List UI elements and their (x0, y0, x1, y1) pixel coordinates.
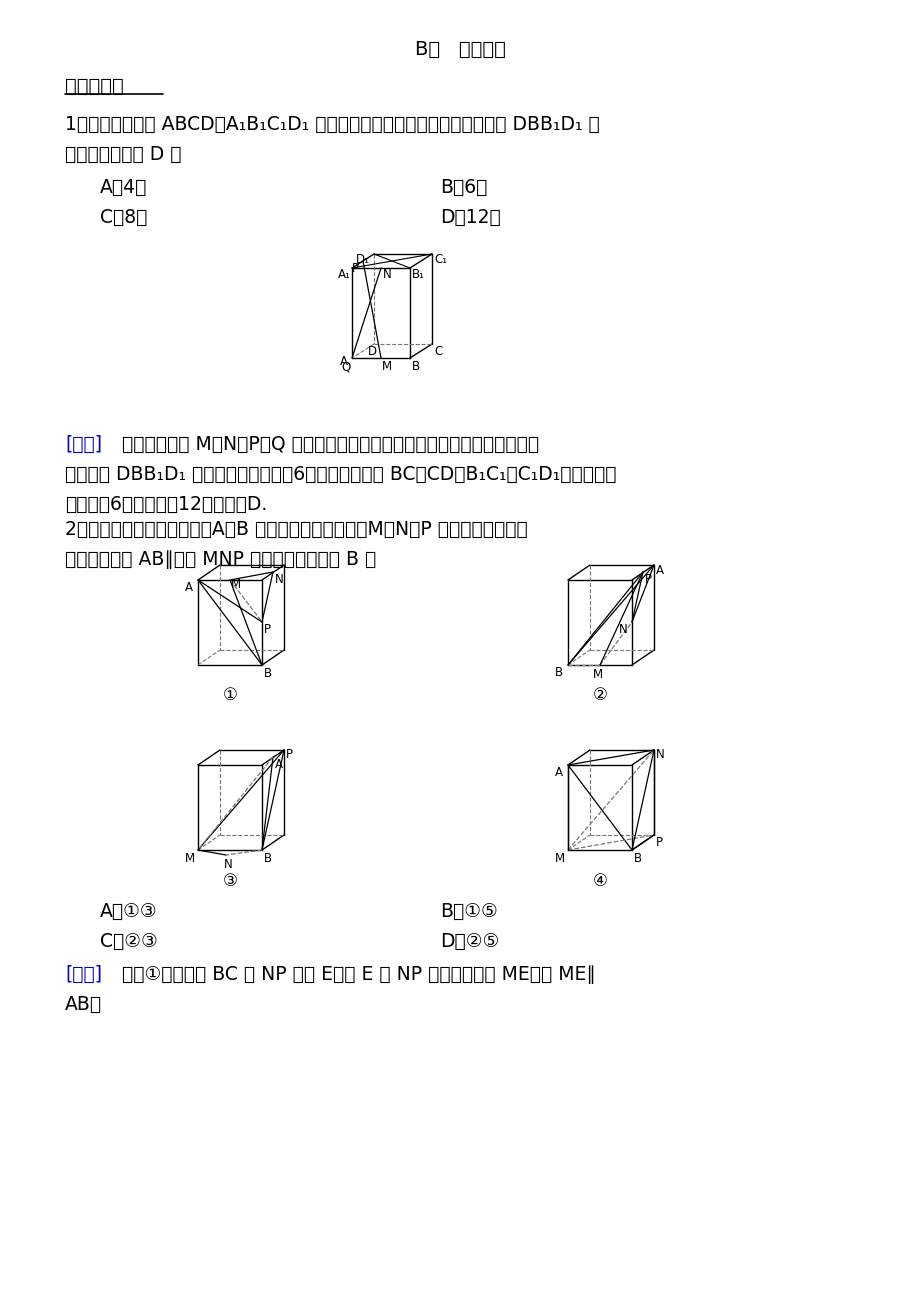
Text: 一、选择题: 一、选择题 (65, 77, 124, 96)
Text: M: M (185, 852, 195, 865)
Text: B: B (264, 852, 272, 865)
Text: ②: ② (592, 686, 607, 704)
Text: N: N (618, 622, 627, 635)
Text: D: D (367, 345, 376, 358)
Text: 中点，能得出 AB∥平面 MNP 的图形的序号是（ B ）: 中点，能得出 AB∥平面 MNP 的图形的序号是（ B ） (65, 549, 376, 569)
Text: A: A (275, 758, 283, 771)
Text: 行的直线共有（ D ）: 行的直线共有（ D ） (65, 145, 181, 164)
Text: 1．过平行六面体 ABCD－A₁B₁C₁D₁ 任意两条棱的中点作直线，其中与平面 DBB₁D₁ 平: 1．过平行六面体 ABCD－A₁B₁C₁D₁ 任意两条棱的中点作直线，其中与平面… (65, 115, 599, 134)
Text: B: B (412, 359, 420, 372)
Text: P: P (264, 622, 271, 635)
Text: M: M (381, 359, 391, 372)
Text: C．②③: C．②③ (100, 932, 157, 950)
Text: N: N (655, 749, 664, 760)
Text: N: N (223, 858, 233, 871)
Text: M: M (231, 578, 241, 591)
Text: A: A (655, 564, 664, 577)
Text: A．4条: A．4条 (100, 178, 147, 197)
Text: 线都与面 DBB₁D₁ 平行，这种情形共有6条；同理，经过 BC、CD、B₁C₁、C₁D₁四条棱的中: 线都与面 DBB₁D₁ 平行，这种情形共有6条；同理，经过 BC、CD、B₁C₁… (65, 465, 616, 484)
Text: P: P (655, 836, 663, 849)
Text: P: P (644, 573, 652, 586)
Text: 2．下面四个正方体图形中，A、B 为正方体的两个顶点，M、N、P 分别为其所在棱的: 2．下面四个正方体图形中，A、B 为正方体的两个顶点，M、N、P 分别为其所在棱… (65, 519, 528, 539)
Text: C: C (434, 345, 442, 358)
Text: 如图①中，连接 BC 交 NP 于点 E，则 E 为 NP 的中点，连接 ME，则 ME∥: 如图①中，连接 BC 交 NP 于点 E，则 E 为 NP 的中点，连接 ME，… (116, 965, 596, 984)
Text: ①: ① (222, 686, 237, 704)
Text: P: P (286, 749, 292, 760)
Text: A: A (340, 355, 347, 368)
Text: D．12条: D．12条 (439, 208, 500, 227)
Text: [解析]: [解析] (65, 965, 102, 984)
Text: B．①⑤: B．①⑤ (439, 902, 497, 921)
Text: D．②⑤: D．②⑤ (439, 932, 499, 950)
Text: N: N (382, 268, 391, 281)
Text: P: P (352, 262, 358, 275)
Text: A: A (554, 766, 562, 779)
Text: A: A (185, 581, 193, 594)
Text: AB，: AB， (65, 995, 102, 1014)
Text: N: N (275, 573, 283, 586)
Text: 如图所示，设 M、N、P、Q 为所在边的中点，则过这四个点中的任意两点的直: 如图所示，设 M、N、P、Q 为所在边的中点，则过这四个点中的任意两点的直 (116, 435, 539, 454)
Text: B级   素养提升: B级 素养提升 (414, 40, 505, 59)
Text: ③: ③ (222, 872, 237, 891)
Text: B₁: B₁ (412, 268, 425, 281)
Text: M: M (592, 668, 603, 681)
Text: B: B (554, 667, 562, 680)
Text: 点，也有6条；故共有12条，故选D.: 点，也有6条；故共有12条，故选D. (65, 495, 267, 514)
Text: D₁: D₁ (356, 253, 369, 266)
Text: M: M (554, 852, 564, 865)
Text: C₁: C₁ (434, 253, 447, 266)
Text: B．6条: B．6条 (439, 178, 487, 197)
Text: B: B (264, 667, 272, 680)
Text: C．8条: C．8条 (100, 208, 147, 227)
Text: [解析]: [解析] (65, 435, 102, 454)
Text: Q: Q (341, 359, 350, 372)
Text: A₁: A₁ (337, 268, 350, 281)
Text: ④: ④ (592, 872, 607, 891)
Text: A．①③: A．①③ (100, 902, 157, 921)
Text: B: B (633, 852, 641, 865)
